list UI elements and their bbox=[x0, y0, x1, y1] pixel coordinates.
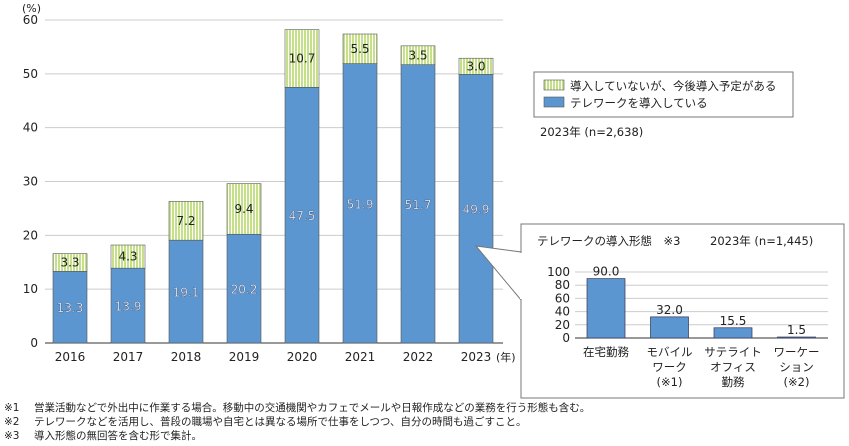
x-tick-label: 2023 bbox=[461, 350, 492, 364]
bar-segment bbox=[110, 244, 146, 269]
bar-segment bbox=[52, 271, 88, 344]
inset-data-label: 90.0 bbox=[593, 265, 620, 279]
footnote: ※2 テレワークなどを活用し、普段の職場や自宅とは異なる場所で仕事をしつつ、自分の… bbox=[4, 416, 527, 428]
data-label: 20.2 bbox=[231, 283, 258, 297]
data-label: 13.3 bbox=[57, 301, 84, 315]
data-label: 10.7 bbox=[289, 51, 316, 65]
y-tick-label: 40 bbox=[23, 121, 38, 135]
chart-svg: 0102030405060(%)13.33.3201613.94.3201719… bbox=[22, 2, 845, 399]
bar-segment bbox=[400, 45, 436, 65]
x-tick-label: 2019 bbox=[229, 350, 260, 364]
legend-label: 導入していないが、今後導入予定がある bbox=[570, 79, 776, 93]
inset-x-tick-label: 勤務 bbox=[722, 375, 745, 389]
inset-data-label: 32.0 bbox=[656, 303, 683, 317]
data-label: 7.2 bbox=[176, 214, 195, 228]
inset-x-tick-label: モバイル bbox=[647, 345, 693, 359]
y-tick-label: 0 bbox=[30, 336, 38, 350]
inset-bar bbox=[586, 278, 626, 339]
inset-x-tick-label: オフィス bbox=[710, 360, 756, 374]
y-tick-label: 50 bbox=[23, 67, 38, 81]
inset-x-tick-label: ワーク bbox=[652, 360, 687, 374]
inset-data-label: 15.5 bbox=[720, 314, 747, 328]
data-label: 4.3 bbox=[118, 250, 137, 264]
y-tick-label: 20 bbox=[23, 228, 38, 242]
legend-swatch bbox=[543, 96, 565, 108]
inset-x-tick-label: ション bbox=[779, 360, 814, 374]
data-label: 3.3 bbox=[60, 256, 79, 270]
legend-swatch bbox=[543, 79, 565, 91]
footnote: ※1 営業活動などで外出中に作業する場合。移動中の交通機関やカフェでメールや日報作… bbox=[4, 402, 591, 414]
data-label: 13.9 bbox=[115, 300, 142, 314]
legend-label: テレワークを導入している bbox=[570, 96, 708, 110]
y-axis-unit: (%) bbox=[22, 2, 41, 15]
inset-x-tick-label: (※1) bbox=[657, 375, 683, 389]
inset-y-tick-label: 80 bbox=[555, 278, 570, 292]
inset-bar bbox=[777, 336, 816, 339]
inset-y-tick-label: 60 bbox=[555, 291, 570, 305]
inset-subtitle: 2023年 (n=1,445) bbox=[710, 234, 813, 248]
x-tick-label: 2020 bbox=[287, 350, 318, 364]
inset-x-tick-label: (※2) bbox=[784, 375, 810, 389]
inset-y-tick-label: 40 bbox=[555, 305, 570, 319]
inset-x-tick-label: サテライト bbox=[704, 345, 762, 359]
inset-y-tick-label: 100 bbox=[547, 265, 570, 279]
inset-title: テレワークの導入形態 ※3 bbox=[537, 234, 680, 248]
x-tick-label: 2018 bbox=[171, 350, 202, 364]
inset-data-label: 1.5 bbox=[787, 323, 806, 337]
data-label: 51.7 bbox=[405, 198, 432, 212]
inset-y-tick-label: 20 bbox=[555, 318, 570, 332]
inset-bar bbox=[713, 327, 753, 339]
data-label: 51.9 bbox=[347, 197, 374, 211]
x-tick-label: 2022 bbox=[403, 350, 434, 364]
footnote: ※3 導入形態の無回答を含む形で集計。 bbox=[4, 430, 202, 442]
x-tick-label: 2021 bbox=[345, 350, 376, 364]
data-label: 9.4 bbox=[234, 202, 253, 216]
data-label: 49.9 bbox=[463, 203, 490, 217]
data-label: 3.5 bbox=[408, 48, 427, 62]
inset-x-tick-label: ワーケー bbox=[774, 345, 820, 359]
data-label: 47.5 bbox=[289, 209, 316, 223]
footnotes: ※1 営業活動などで外出中に作業する場合。移動中の交通機関やカフェでメールや日報作… bbox=[4, 401, 590, 443]
bar-segment bbox=[342, 63, 378, 344]
bar-segment bbox=[168, 201, 204, 241]
bar-segment bbox=[226, 183, 262, 235]
bar-segment bbox=[284, 29, 320, 88]
x-tick-label: 2016 bbox=[55, 350, 86, 364]
legend-box bbox=[533, 71, 794, 118]
bar-segment bbox=[284, 86, 320, 344]
data-label: 19.1 bbox=[173, 286, 200, 300]
bar-segment bbox=[168, 239, 204, 344]
inset-x-tick-label: 在宅勤務 bbox=[583, 345, 629, 359]
y-tick-label: 10 bbox=[23, 282, 38, 296]
bar-segment bbox=[458, 74, 494, 344]
bar-segment bbox=[458, 57, 494, 75]
bar-segment bbox=[110, 267, 146, 344]
inset-y-tick-label: 0 bbox=[562, 331, 570, 345]
bar-segment bbox=[342, 33, 378, 64]
inset-box bbox=[520, 223, 845, 399]
inset-bar bbox=[650, 316, 689, 339]
x-axis-unit: (年) bbox=[496, 350, 516, 364]
x-tick-label: 2017 bbox=[113, 350, 144, 364]
bar-segment bbox=[52, 253, 88, 272]
annotation: 2023年 (n=2,638) bbox=[540, 125, 643, 139]
data-label: 5.5 bbox=[350, 42, 369, 56]
data-label: 3.0 bbox=[466, 59, 485, 73]
y-tick-label: 30 bbox=[23, 175, 38, 189]
bar-segment bbox=[226, 233, 262, 344]
y-tick-label: 60 bbox=[23, 13, 38, 27]
